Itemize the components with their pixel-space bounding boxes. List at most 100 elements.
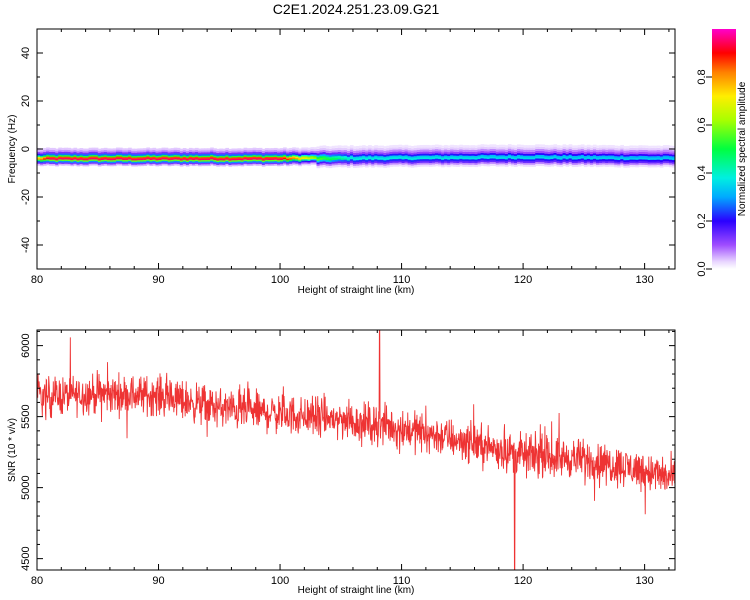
spectrogram-cell [596, 161, 600, 164]
spectrogram-cell [152, 160, 157, 163]
spectrogram-cell [49, 147, 53, 151]
spectrogram-cell [261, 162, 266, 165]
spectrogram-cell [553, 161, 558, 164]
spectrogram-cell [517, 154, 521, 157]
spectrogram-cell [471, 147, 476, 150]
spectrogram-cell [340, 154, 345, 157]
spectrogram-cell [356, 156, 360, 159]
spectrogram-cell [562, 161, 567, 164]
spectrogram-cell [641, 157, 646, 160]
spectrogram-cell [398, 144, 403, 147]
spectrogram-cell [161, 147, 166, 150]
spectrogram-cell [431, 144, 436, 148]
spectrogram-cell [325, 150, 330, 153]
spectrogram-cell [671, 145, 675, 149]
spectrogram-cell [441, 159, 445, 162]
spectrogram-cell [356, 146, 360, 149]
spectrogram-cell [185, 158, 190, 161]
spectrogram-cell [52, 158, 56, 162]
spectrogram-cell [465, 153, 470, 156]
spectrogram-cell [88, 161, 93, 164]
spectrogram-cell [556, 147, 561, 150]
spectrogram-cell [58, 155, 62, 158]
spectrogram-cell [64, 161, 68, 164]
spectrogram-cell [207, 159, 211, 162]
spectrogram-cell [61, 157, 65, 160]
spectrogram-cell [513, 149, 518, 152]
spectrogram-cell [322, 160, 327, 164]
spectrogram-cell [456, 147, 460, 150]
spectrogram-cell [532, 149, 536, 152]
spectrogram-cell [85, 156, 90, 159]
spectrogram-cell [513, 160, 518, 164]
spectrogram-cell [109, 152, 114, 155]
spectrogram-cell [179, 159, 184, 162]
spectrogram-cell [489, 154, 494, 157]
spectrogram-cell [456, 153, 460, 156]
spectrogram-cell [589, 151, 594, 155]
spectrogram-cell [143, 157, 147, 160]
spectrogram-cell [586, 153, 591, 156]
spectrogram-cell [659, 161, 664, 164]
spectrogram-cell [635, 163, 640, 166]
spectrogram-cell [255, 163, 260, 166]
spectrogram-cell [115, 151, 120, 154]
spectrogram-cell [149, 159, 154, 162]
spectrogram-cell [204, 160, 208, 163]
spectrogram-cell [368, 157, 372, 160]
spectrogram-cell [49, 163, 53, 166]
spectrogram-cell [82, 150, 87, 153]
spectrogram-cell [286, 160, 290, 164]
spectrogram-cell [103, 147, 108, 151]
spectrogram-cell [450, 149, 454, 152]
spectrogram-cell [413, 163, 418, 166]
spectrogram-cell [580, 146, 585, 149]
spectrogram-cell [380, 161, 384, 164]
spectrogram-cell [404, 156, 409, 159]
spectrogram-cell [219, 160, 223, 164]
spectrogram-cell [201, 157, 205, 161]
spectrogram-cell [568, 154, 573, 157]
spectrogram-cell [295, 149, 299, 152]
spectrogram-cell [337, 157, 342, 160]
spectrogram-cell [161, 158, 166, 161]
spectrogram-cell [255, 160, 260, 163]
spectrogram-cell [283, 155, 287, 158]
spectrogram-cell [310, 147, 315, 150]
spectrogram-cell [371, 154, 375, 157]
spectrogram-cell [510, 151, 515, 154]
spectrogram-cell [626, 145, 631, 149]
spectrogram-cell [79, 163, 84, 166]
spectrogram-cell [67, 158, 72, 162]
spectrogram-cell [264, 148, 269, 151]
spectrogram-cell [559, 145, 564, 148]
spectrogram-cell [243, 160, 248, 163]
spectrogram-cell [523, 147, 527, 150]
snr-series-line [37, 330, 675, 570]
spectrogram-cell [520, 144, 524, 147]
spectrogram-cell [261, 148, 266, 152]
spectrogram-cell [67, 161, 72, 164]
spectrogram-cell [371, 159, 375, 162]
spectrogram-cell [620, 151, 624, 154]
spectrogram-cell [617, 152, 621, 155]
spectrogram-cell [176, 153, 181, 156]
spectrogram-cell [298, 153, 302, 156]
spectrogram-cell [620, 149, 624, 152]
spectrogram-cell [258, 149, 263, 152]
spectrogram-cell [568, 146, 573, 149]
spectrogram-cell [386, 145, 391, 148]
spectrogram-cell [194, 160, 199, 163]
spectrogram-cell [596, 164, 600, 168]
spectrogram-cell [79, 157, 84, 160]
spectrogram-cell [556, 151, 561, 154]
spectrogram-cell [325, 165, 330, 168]
spectrogram-cell [131, 148, 135, 151]
spectrogram-cell [228, 161, 233, 164]
spectrogram-cell [213, 151, 217, 155]
spectrogram-cell [115, 149, 120, 152]
spectrogram-cell [331, 165, 336, 168]
spectrogram-cell [301, 149, 305, 152]
spectrogram-cell [656, 157, 661, 160]
spectrogram-cell [550, 158, 555, 161]
